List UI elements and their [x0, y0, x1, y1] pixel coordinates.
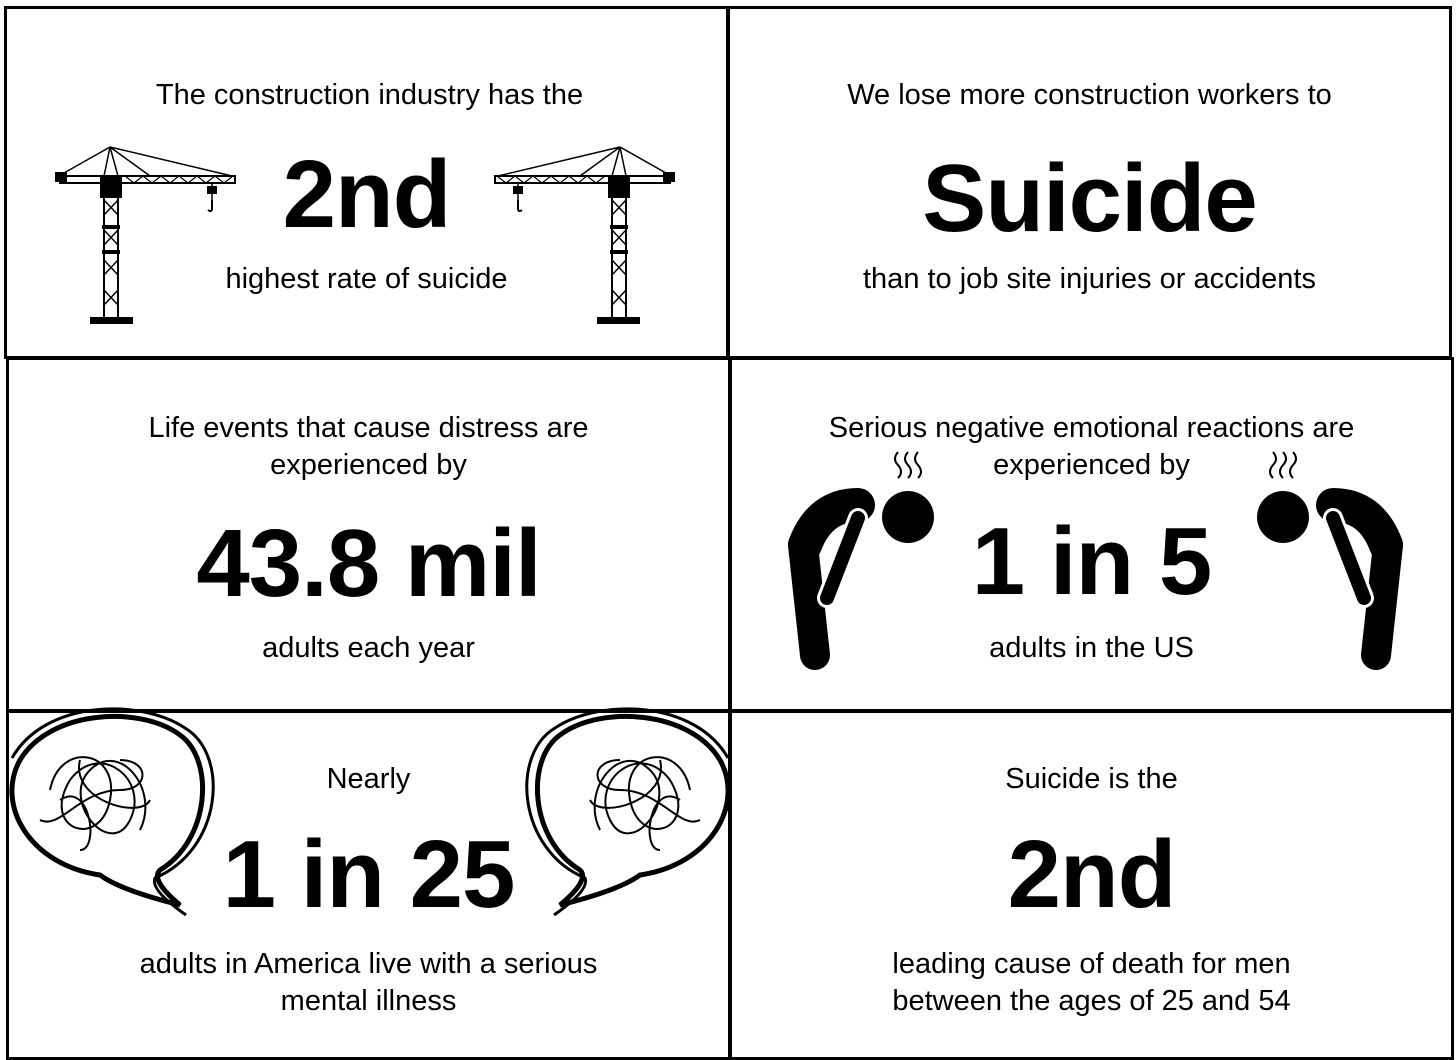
panel-top: Serious negative emotional reactions are… [819, 410, 1364, 484]
panel-headline: 1 in 5 [972, 512, 1211, 612]
panel: Serious negative emotional reactions are… [729, 357, 1454, 712]
panel-top: Suicide is the [892, 761, 1292, 798]
panel-top: Nearly [169, 761, 569, 798]
page: The construction industry has the 2nd hi… [0, 0, 1456, 1053]
panel-headline: Suicide [922, 149, 1256, 249]
panel-headline: 2nd [1008, 825, 1176, 925]
panel-headline: 43.8 mil [196, 514, 540, 614]
panel-bottom: adults each year [119, 630, 619, 667]
panel-bottom: adults in the US [842, 630, 1342, 667]
panel: Life events that cause distress are expe… [6, 357, 731, 712]
panel-bottom: leading cause of death for men between t… [857, 946, 1327, 1020]
panel-top: The construction industry has the [70, 77, 670, 114]
panel: Suicide is the 2nd leading cause of deat… [729, 710, 1454, 1060]
panel: Nearly 1 in 25 adults in America live wi… [6, 710, 731, 1060]
panel-headline: 2nd [283, 145, 451, 245]
panel-bottom: adults in America live with a serious me… [104, 946, 634, 1020]
panel-bottom: highest rate of suicide [117, 261, 617, 298]
panel-headline: 1 in 25 [223, 825, 515, 925]
panel-top: We lose more construction workers to [770, 77, 1410, 114]
panel-bottom: than to job site injuries or accidents [770, 261, 1410, 298]
panel-top: Life events that cause distress are expe… [119, 410, 619, 484]
panel: We lose more construction workers to Sui… [727, 6, 1452, 359]
panel: The construction industry has the 2nd hi… [4, 6, 729, 359]
